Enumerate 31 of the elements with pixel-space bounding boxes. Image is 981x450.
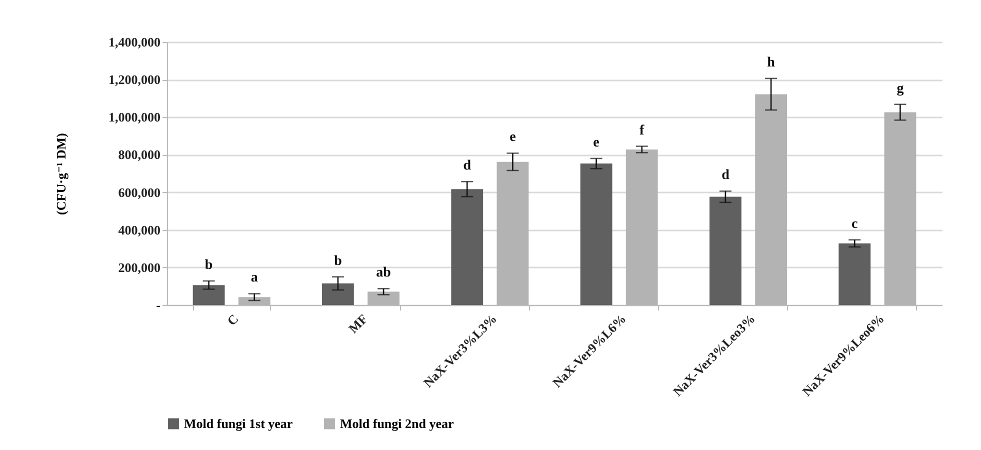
bar: [322, 283, 354, 305]
y-tick-label: 1,000,000: [108, 110, 160, 125]
data-label: d: [722, 168, 730, 184]
bar: [580, 164, 612, 305]
bar: [710, 196, 742, 305]
y-tick-label: 600,000: [118, 184, 160, 200]
data-label: h: [767, 55, 776, 70]
y-axis-title: (CFU·g⁻¹ DM): [54, 133, 68, 215]
bar: [838, 243, 871, 305]
x-tick-label: MF: [346, 311, 370, 336]
legend-label: Mold fungi 2nd year: [340, 416, 454, 431]
data-label: ab: [376, 266, 392, 281]
data-label: d: [463, 158, 472, 174]
data-label: g: [896, 81, 904, 96]
y-tick-label: -: [156, 298, 160, 312]
x-tick-label: C: [224, 311, 242, 328]
data-label: e: [510, 130, 516, 146]
bar: [451, 189, 484, 305]
y-tick-label: 1,200,000: [108, 72, 160, 88]
y-tick-label: 400,000: [118, 222, 160, 238]
data-label: b: [204, 258, 213, 273]
data-label: b: [334, 254, 342, 269]
data-label: e: [593, 135, 600, 150]
y-tick-label: 200,000: [118, 260, 160, 275]
bar: [192, 285, 225, 305]
data-label: c: [852, 216, 858, 232]
data-label: a: [250, 270, 258, 286]
data-label: f: [640, 123, 645, 138]
y-tick-label: 800,000: [118, 147, 160, 162]
y-tick-label: 1,400,000: [108, 34, 160, 50]
legend-label: Mold fungi 1st year: [184, 416, 293, 431]
